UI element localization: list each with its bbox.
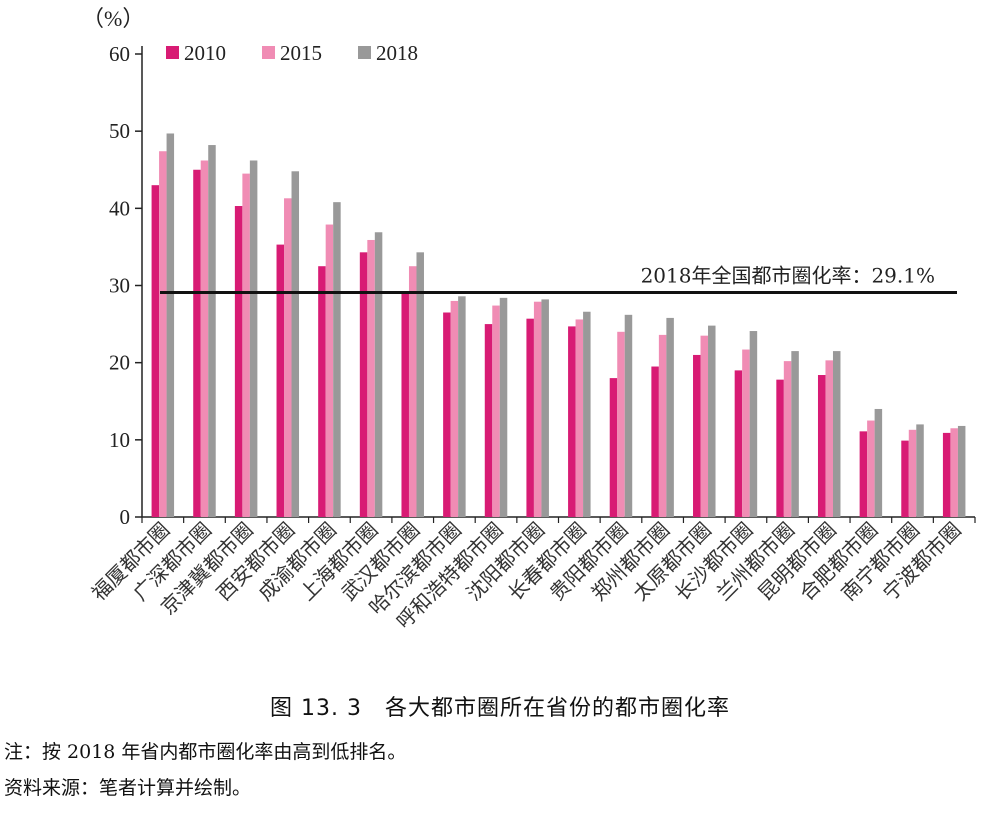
bar-2015 <box>825 360 833 517</box>
bar-2010 <box>817 375 826 517</box>
y-tick-label: 60 <box>109 42 130 66</box>
y-tick-label: 30 <box>109 274 130 298</box>
bar-2015 <box>159 151 167 518</box>
bar-2010 <box>234 206 243 518</box>
bar-2015 <box>533 301 542 517</box>
bar-2018 <box>583 311 591 517</box>
figure-source: 资料来源：笔者计算并绘制。 <box>4 777 252 799</box>
bar-2018 <box>166 133 175 517</box>
bar-2015 <box>867 420 875 517</box>
bar-2015 <box>325 224 334 517</box>
bar-2010 <box>443 312 451 517</box>
bar-2018 <box>499 297 508 517</box>
bars <box>151 133 966 518</box>
bar-2015 <box>908 429 917 517</box>
legend-swatch-2018 <box>358 46 371 59</box>
y-tick-label: 0 <box>120 505 131 529</box>
y-tick-label: 20 <box>109 351 130 375</box>
bar-2010 <box>318 266 326 517</box>
bar-2015 <box>658 334 667 517</box>
legend-label-2015: 2015 <box>280 41 322 65</box>
y-unit-label: （%） <box>82 6 144 31</box>
bar-2010 <box>526 318 534 517</box>
bar-2018 <box>624 314 633 517</box>
category-labels: 福厦都市圈广深都市圈京津冀都市圈西安都市圈成渝都市圈上海都市圈武汉都市圈哈尔滨都… <box>87 518 966 634</box>
bar-2010 <box>151 185 160 517</box>
legend-label-2010: 2010 <box>184 41 226 65</box>
bar-2018 <box>874 408 883 517</box>
bar-2015 <box>492 305 500 517</box>
bar-2015 <box>783 361 792 517</box>
bar-2015 <box>617 331 625 517</box>
bar-2018 <box>374 232 383 517</box>
bar-2010 <box>193 169 201 517</box>
y-tick-label: 40 <box>109 196 130 220</box>
legend-swatch-2010 <box>166 46 179 59</box>
bar-2015 <box>450 300 459 517</box>
bar-2010 <box>359 252 368 517</box>
bar-2015 <box>408 266 417 517</box>
bar-2015 <box>242 173 250 517</box>
figure-caption: 图 13. 3 各大都市圈所在省份的都市圈化率 <box>270 696 730 721</box>
bar-2010 <box>734 370 743 517</box>
bar-2010 <box>568 326 576 517</box>
bar-2018 <box>249 160 258 518</box>
bar-2018 <box>749 331 758 517</box>
bar-2018 <box>916 424 924 517</box>
bar-2015 <box>742 349 750 517</box>
y-tick-label: 50 <box>109 119 130 143</box>
bar-2010 <box>609 378 618 517</box>
bar-2018 <box>416 252 424 517</box>
bar-2010 <box>276 244 285 517</box>
bar-chart: （%） 0 10 20 30 40 50 60 2018年全国都市圈化率：29.1% 201… <box>82 6 976 634</box>
bar-2018 <box>791 351 799 517</box>
bar-2018 <box>208 145 216 517</box>
bar-2015 <box>284 198 292 517</box>
bar-2010 <box>776 379 784 517</box>
figure-note: 注：按 2018 年省内都市圈化率由高到低排名。 <box>4 741 407 763</box>
bar-2018 <box>458 296 466 517</box>
bar-2018 <box>957 425 966 517</box>
bar-2010 <box>901 440 909 517</box>
bar-2010 <box>693 354 701 517</box>
reference-line-label: 2018年全国都市圈化率：29.1% <box>641 263 935 287</box>
reference-line-group: 2018年全国都市圈化率：29.1% <box>160 263 957 294</box>
legend: 2010 2015 2018 <box>166 41 418 65</box>
legend-label-2018: 2018 <box>376 41 418 65</box>
bar-2010 <box>484 324 493 517</box>
bar-2015 <box>200 160 209 518</box>
bar-2010 <box>651 366 659 517</box>
bar-2018 <box>333 202 341 517</box>
bar-2010 <box>942 432 951 517</box>
bar-2018 <box>291 171 300 517</box>
bar-2010 <box>401 293 409 517</box>
bar-2015 <box>950 428 958 517</box>
bar-2015 <box>700 335 709 517</box>
bar-2018 <box>832 351 841 517</box>
bar-2015 <box>367 239 375 517</box>
bar-2018 <box>541 299 549 517</box>
bar-2015 <box>575 319 584 517</box>
y-tick-label: 10 <box>109 428 130 452</box>
legend-swatch-2015 <box>262 46 275 59</box>
bar-2018 <box>666 317 674 517</box>
bar-2018 <box>708 325 716 517</box>
bar-2010 <box>859 431 868 517</box>
